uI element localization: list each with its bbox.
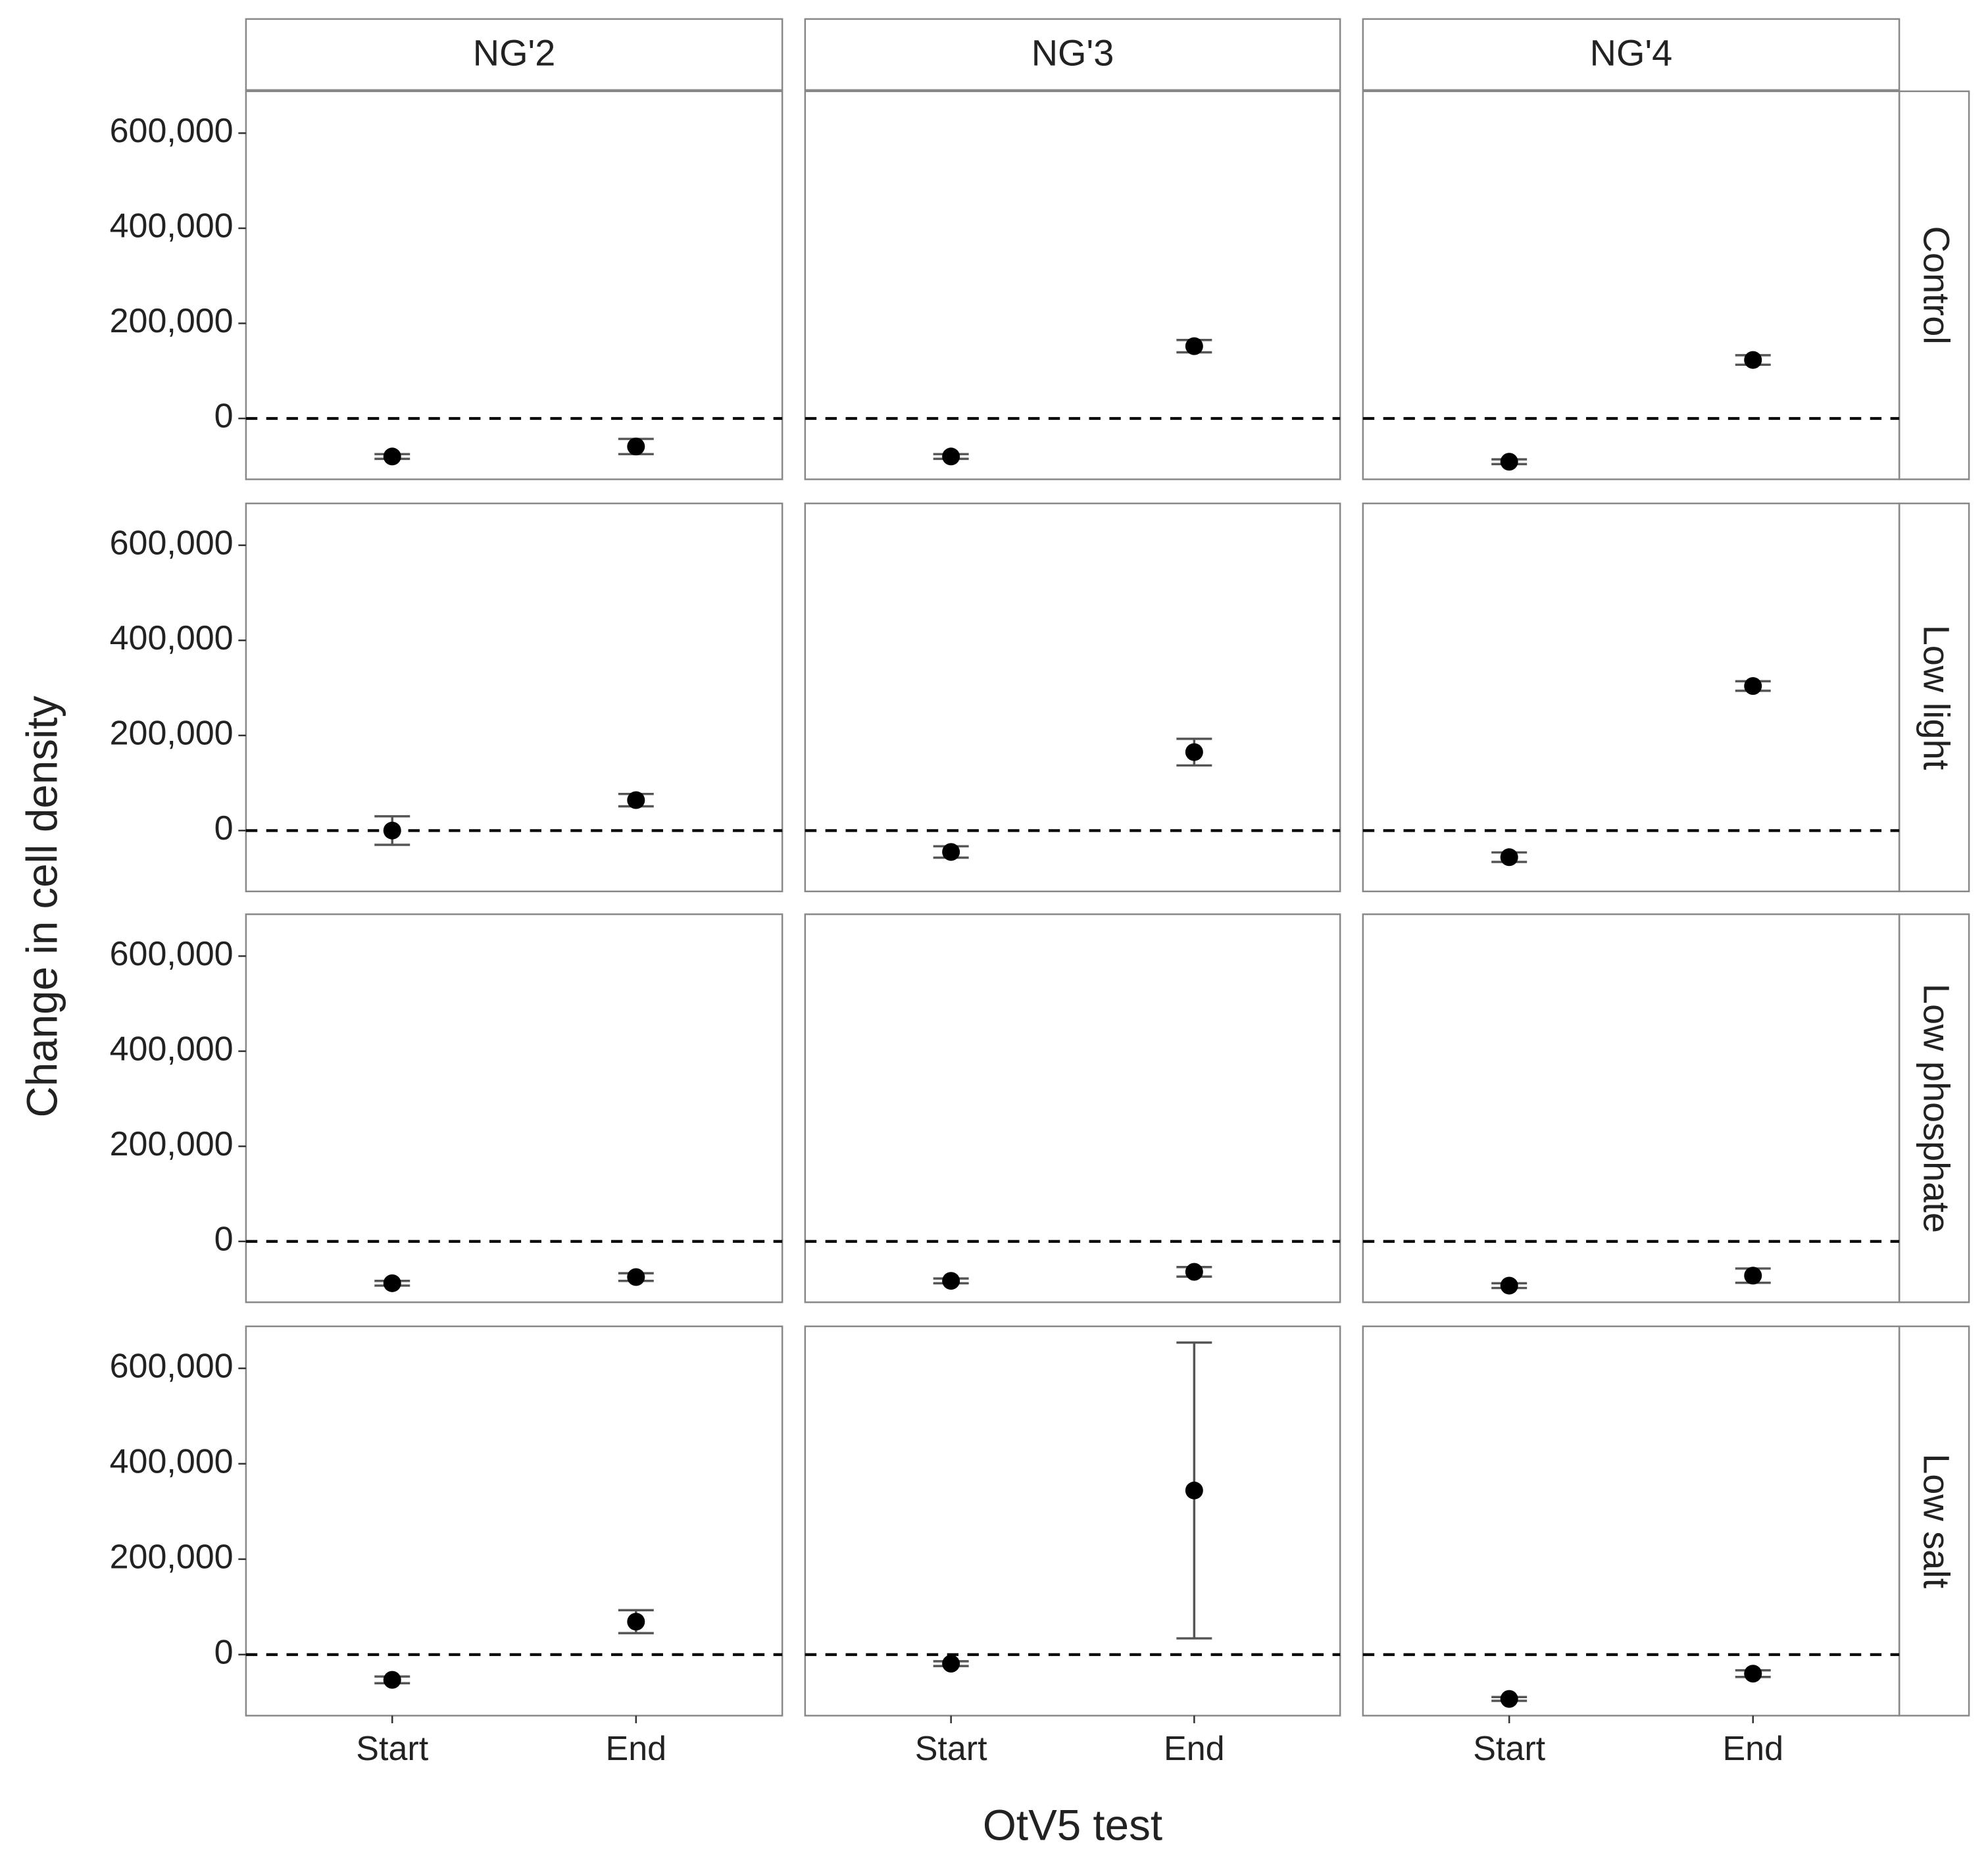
y-tick-label: 200,000	[110, 1538, 234, 1576]
x-tick-label: End	[1164, 1730, 1225, 1768]
row-strip	[1898, 913, 1970, 1303]
row-strip	[1898, 1325, 1970, 1717]
column-strip	[245, 18, 783, 91]
panel-border	[1362, 913, 1901, 1303]
point	[1744, 351, 1762, 369]
y-tick-label: 400,000	[110, 207, 234, 245]
y-tick-label: 0	[214, 1633, 234, 1671]
panel-border	[245, 502, 783, 893]
panel-border	[1362, 90, 1901, 480]
column-strip	[1362, 18, 1901, 91]
point	[1744, 1665, 1762, 1683]
y-tick-label: 600,000	[110, 935, 234, 973]
column-strip-label: NG'4	[1590, 32, 1673, 74]
point	[1185, 743, 1203, 761]
x-tick-label: Start	[356, 1730, 428, 1768]
point	[1185, 337, 1203, 355]
panel-border	[1362, 1325, 1901, 1717]
row-strip-label: Control	[1916, 226, 1957, 345]
row-strip	[1898, 90, 1970, 480]
point	[1185, 1481, 1203, 1499]
x-tick-label: Start	[915, 1730, 987, 1768]
column-strip-label: NG'3	[1031, 32, 1114, 74]
y-tick-label: 600,000	[110, 524, 234, 562]
column-strip	[804, 18, 1341, 91]
row-strip	[1898, 502, 1970, 893]
row-strip-label: Low salt	[1916, 1453, 1957, 1588]
point	[1500, 453, 1518, 471]
x-axis-title: OtV5 test	[983, 1801, 1162, 1849]
y-tick-label: 0	[214, 397, 234, 436]
x-tick-label: End	[606, 1730, 667, 1768]
panel-border	[1362, 502, 1901, 893]
point	[1500, 1276, 1518, 1295]
x-tick-label: End	[1722, 1730, 1783, 1768]
point	[1744, 1267, 1762, 1285]
y-tick-label: 200,000	[110, 715, 234, 753]
panel-border	[245, 1325, 783, 1717]
point	[942, 1654, 960, 1673]
point	[383, 1671, 401, 1689]
y-tick-label: 200,000	[110, 302, 234, 340]
point	[383, 447, 401, 466]
row-strip-label: Low phosphate	[1916, 984, 1957, 1233]
point	[383, 821, 401, 840]
y-tick-label: 0	[214, 809, 234, 847]
point	[1185, 1263, 1203, 1281]
y-tick-label: 400,000	[110, 1442, 234, 1480]
point	[942, 1272, 960, 1290]
point	[383, 1274, 401, 1292]
point	[627, 438, 645, 456]
y-tick-label: 0	[214, 1220, 234, 1258]
point	[627, 791, 645, 809]
y-tick-label: 600,000	[110, 1347, 234, 1385]
panel-border	[804, 502, 1341, 893]
point	[1500, 1690, 1518, 1708]
y-tick-label: 600,000	[110, 112, 234, 150]
panel-border	[804, 1325, 1341, 1717]
point	[627, 1613, 645, 1631]
panel-border	[804, 90, 1341, 480]
point	[1500, 848, 1518, 867]
panel-border	[245, 913, 783, 1303]
column-strip-label: NG'2	[473, 32, 556, 74]
y-tick-label: 400,000	[110, 1030, 234, 1068]
panel-border	[245, 90, 783, 480]
y-axis-title: Change in cell density	[18, 695, 66, 1117]
point	[1744, 677, 1762, 695]
point	[942, 447, 960, 466]
point	[942, 843, 960, 861]
row-strip-label: Low light	[1916, 625, 1957, 770]
point	[627, 1268, 645, 1286]
y-tick-label: 200,000	[110, 1125, 234, 1163]
y-tick-label: 400,000	[110, 619, 234, 657]
x-tick-label: Start	[1473, 1730, 1545, 1768]
panel-border	[804, 913, 1341, 1303]
